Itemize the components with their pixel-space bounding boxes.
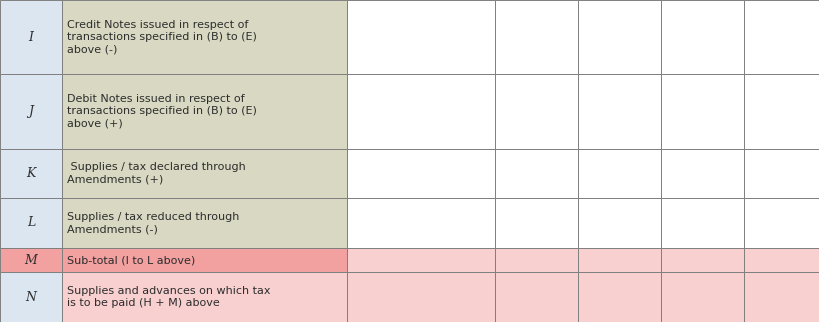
- Text: M: M: [25, 254, 38, 267]
- Bar: [62, 248, 346, 272]
- Bar: [495, 0, 577, 74]
- Bar: [743, 272, 818, 322]
- Bar: [577, 272, 660, 322]
- Bar: [743, 198, 818, 248]
- Bar: [743, 0, 818, 74]
- Bar: [743, 248, 818, 272]
- Bar: [577, 74, 660, 149]
- Bar: [495, 149, 577, 198]
- Bar: [0, 198, 62, 248]
- Text: J: J: [29, 105, 34, 118]
- Bar: [346, 149, 495, 198]
- Bar: [62, 272, 346, 322]
- Bar: [495, 272, 577, 322]
- Bar: [0, 248, 62, 272]
- Text: I: I: [29, 31, 34, 44]
- Bar: [62, 198, 346, 248]
- Bar: [0, 0, 62, 74]
- Text: K: K: [26, 167, 36, 180]
- Bar: [346, 74, 495, 149]
- Bar: [62, 149, 346, 198]
- Text: N: N: [25, 291, 37, 304]
- Text: Sub-total (I to L above): Sub-total (I to L above): [67, 255, 195, 265]
- Text: Supplies / tax declared through
Amendments (+): Supplies / tax declared through Amendmen…: [67, 162, 246, 185]
- Bar: [660, 272, 743, 322]
- Text: Debit Notes issued in respect of
transactions specified in (B) to (E)
above (+): Debit Notes issued in respect of transac…: [67, 94, 256, 129]
- Bar: [660, 248, 743, 272]
- Bar: [660, 74, 743, 149]
- Bar: [346, 272, 495, 322]
- Bar: [495, 198, 577, 248]
- Bar: [577, 0, 660, 74]
- Bar: [62, 74, 346, 149]
- Bar: [660, 149, 743, 198]
- Bar: [743, 149, 818, 198]
- Text: Credit Notes issued in respect of
transactions specified in (B) to (E)
above (-): Credit Notes issued in respect of transa…: [67, 20, 256, 54]
- Bar: [743, 74, 818, 149]
- Bar: [495, 74, 577, 149]
- Bar: [346, 248, 495, 272]
- Bar: [0, 74, 62, 149]
- Bar: [0, 149, 62, 198]
- Bar: [577, 198, 660, 248]
- Bar: [660, 0, 743, 74]
- Bar: [346, 0, 495, 74]
- Bar: [346, 198, 495, 248]
- Bar: [577, 248, 660, 272]
- Bar: [0, 272, 62, 322]
- Bar: [62, 0, 346, 74]
- Text: L: L: [27, 216, 35, 229]
- Bar: [577, 149, 660, 198]
- Text: Supplies and advances on which tax
is to be paid (H + M) above: Supplies and advances on which tax is to…: [67, 286, 270, 308]
- Text: Supplies / tax reduced through
Amendments (-): Supplies / tax reduced through Amendment…: [67, 212, 239, 234]
- Bar: [660, 198, 743, 248]
- Bar: [495, 248, 577, 272]
